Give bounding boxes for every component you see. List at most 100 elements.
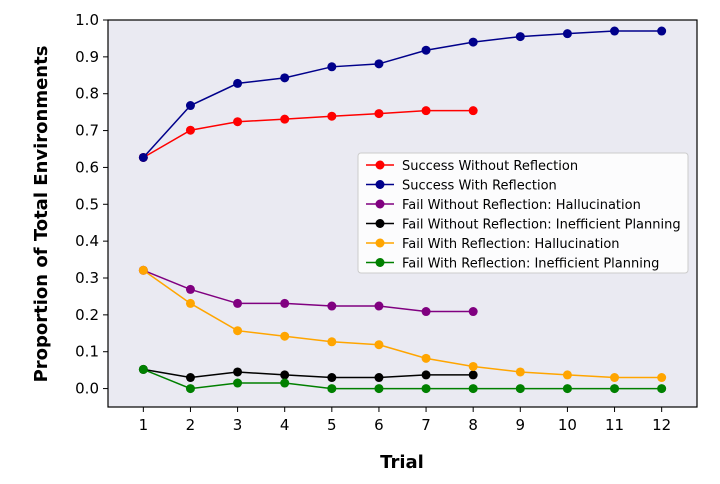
data-point: [468, 370, 478, 380]
y-axis-label: Proportion of Total Environments: [31, 46, 52, 383]
legend-entry: Success Without Reflection: [366, 159, 578, 174]
legend-label: Fail With Reflection: Inefficient Planni…: [402, 257, 659, 272]
data-point: [185, 298, 195, 308]
y-tick-label: 0.5: [75, 195, 99, 213]
legend-marker: [375, 219, 385, 228]
legend-entry: Fail Without Reflection: Hallucination: [366, 198, 641, 213]
legend-box: [357, 152, 689, 274]
y-tick-label: 0.7: [75, 122, 99, 140]
data-point: [562, 29, 572, 39]
data-point: [374, 340, 384, 350]
data-point: [374, 301, 384, 311]
legend-entry: Fail With Reflection: Hallucination: [366, 237, 620, 252]
y-tick-label: 0.6: [75, 158, 99, 176]
data-point: [421, 307, 431, 317]
data-point: [421, 353, 431, 363]
data-point: [280, 114, 290, 124]
data-point: [515, 367, 525, 377]
data-point: [280, 73, 290, 83]
data-point: [562, 384, 572, 394]
data-point: [421, 106, 431, 116]
legend-entry: Fail With Reflection: Inefficient Planni…: [366, 257, 659, 272]
series-4: [138, 265, 667, 383]
x-tick-label: 2: [186, 416, 196, 434]
data-point: [610, 373, 620, 383]
y-tick-label: 0.1: [75, 343, 99, 361]
data-point: [327, 301, 337, 311]
series-1: [138, 26, 667, 162]
legend-label: Success Without Reflection: [402, 159, 578, 174]
data-point: [421, 384, 431, 394]
data-point: [233, 367, 243, 377]
x-axis-label: Trial: [380, 452, 424, 473]
legend-label: Success With Reflection: [402, 179, 557, 194]
y-tick-label: 0.9: [75, 48, 99, 66]
data-point: [421, 370, 431, 380]
x-tick-label: 9: [516, 416, 526, 434]
plot-frame: [107, 19, 698, 408]
legend-label: Fail Without Reflection: Hallucination: [402, 198, 641, 213]
data-point: [185, 101, 195, 111]
legend-marker: [375, 199, 385, 209]
data-point: [610, 26, 620, 36]
data-point: [374, 373, 384, 383]
data-point: [468, 37, 478, 47]
series-line: [142, 269, 662, 379]
series-line: [142, 109, 474, 159]
x-tick-label: 11: [605, 416, 624, 434]
data-point: [138, 265, 148, 275]
data-point: [657, 384, 667, 394]
legend: Success Without Reflection Success With R…: [357, 152, 689, 274]
series-0: [138, 106, 478, 162]
x-tick-label: 3: [233, 416, 243, 434]
x-tick-label: 4: [280, 416, 290, 434]
data-point: [327, 384, 337, 394]
data-point: [185, 373, 195, 383]
x-tick-label: 12: [652, 416, 671, 434]
series-line: [143, 269, 474, 313]
y-tick-label: 0.4: [75, 232, 99, 250]
data-point: [562, 370, 572, 380]
data-point: [327, 62, 337, 72]
legend-entry: Fail Without Reflection: Inefficient Pla…: [366, 218, 681, 233]
data-point: [374, 384, 384, 394]
data-point: [138, 152, 148, 162]
x-tick-label: 6: [374, 416, 384, 434]
series-line: [143, 368, 662, 390]
data-point: [185, 384, 195, 394]
data-point: [374, 59, 384, 69]
data-point: [515, 32, 525, 42]
data-point: [610, 384, 620, 394]
data-point: [327, 337, 337, 347]
data-point: [233, 78, 243, 88]
legend-marker: [375, 160, 385, 170]
data-point: [468, 307, 478, 317]
data-point: [657, 373, 667, 383]
series-5: [138, 364, 667, 394]
data-point: [280, 298, 290, 308]
data-point: [185, 125, 195, 135]
data-point: [233, 117, 243, 127]
legend-label: Fail With Reflection: Hallucination: [402, 237, 620, 252]
y-tick-label: 0.0: [75, 380, 99, 398]
data-point: [138, 364, 148, 374]
data-point: [468, 361, 478, 371]
legend-marker: [375, 258, 385, 267]
data-point: [280, 370, 290, 380]
data-point: [327, 111, 337, 121]
legend-marker: [375, 238, 385, 248]
data-point: [233, 298, 243, 308]
x-tick-label: 5: [327, 416, 337, 434]
data-point: [327, 373, 337, 383]
data-point: [468, 106, 478, 116]
data-point: [468, 384, 478, 394]
y-tick-label: 0.2: [75, 306, 99, 324]
data-point: [374, 109, 384, 119]
y-tick-label: 0.3: [75, 269, 99, 287]
y-tick-label: 1.0: [75, 11, 99, 29]
data-point: [233, 326, 243, 336]
data-point: [421, 45, 431, 55]
x-tick-label: 1: [139, 416, 149, 434]
data-point: [185, 284, 195, 294]
